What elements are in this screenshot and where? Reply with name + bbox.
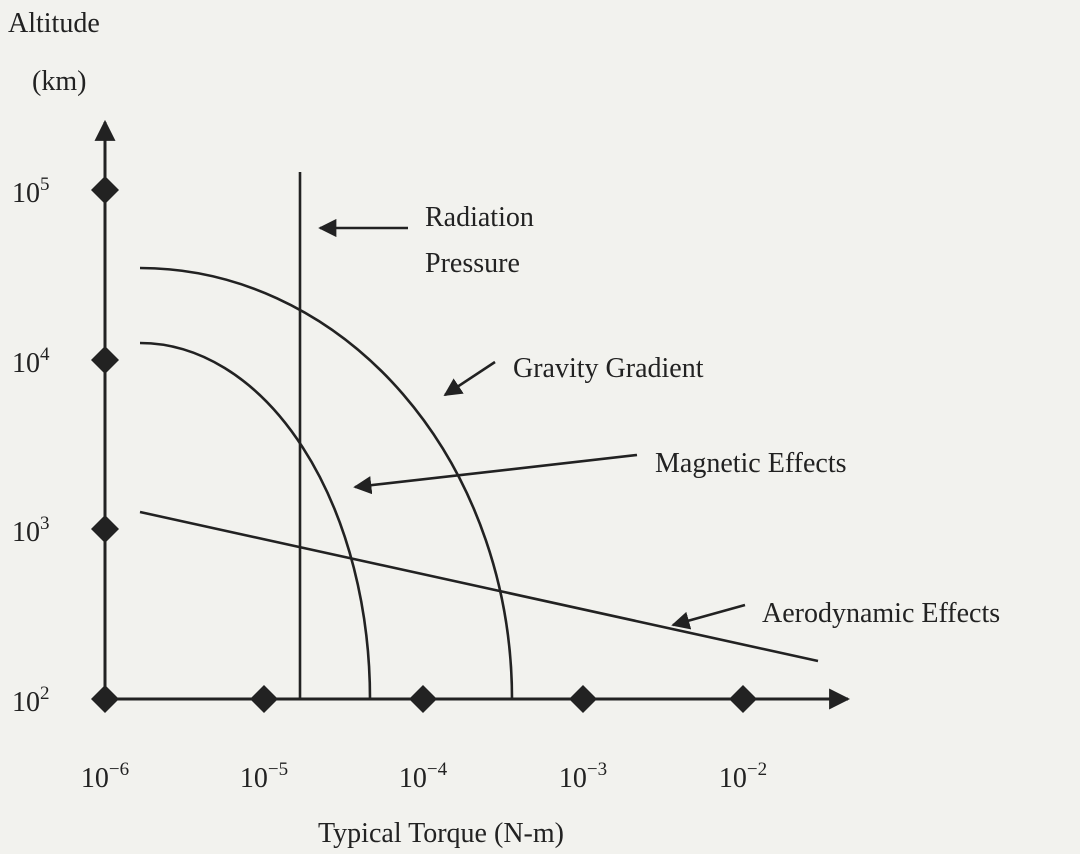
label: Gravity Gradient: [513, 353, 704, 384]
y-axis-title: Altitude: [8, 8, 100, 39]
tick-exponent: 5: [40, 174, 50, 195]
tick-label: 103: [12, 513, 50, 548]
label: Pressure: [425, 248, 520, 279]
tick-exponent: −4: [427, 759, 448, 780]
tick-exponent: 3: [40, 513, 50, 534]
tick-label: 104: [12, 344, 50, 379]
tick-base: 10: [240, 763, 268, 794]
arrow: [671, 603, 746, 630]
tick-label: 10−3: [559, 759, 607, 794]
tick-diamond: [250, 685, 278, 713]
tick-base: 10: [559, 763, 587, 794]
aerodynamic-line: [139, 510, 819, 663]
label: Radiation: [425, 202, 534, 233]
label: Aerodynamic Effects: [762, 598, 1000, 629]
tick-base: 10: [12, 687, 40, 718]
y-axis-unit: (km): [32, 66, 86, 97]
magnetic-curve: [139, 341, 372, 700]
tick-diamond: [91, 685, 119, 713]
label: Magnetic Effects: [655, 448, 847, 479]
x-axis-title: Typical Torque (N-m): [318, 818, 564, 849]
tick-base: 10: [12, 348, 40, 379]
tick-exponent: 2: [40, 683, 50, 704]
arrow: [353, 453, 638, 495]
tick-label: 10−6: [81, 759, 129, 794]
tick-exponent: −3: [587, 759, 607, 780]
tick-label: 102: [12, 683, 50, 718]
tick-exponent: −2: [747, 759, 767, 780]
tick-base: 10: [399, 763, 427, 794]
tick-base: 10: [719, 763, 747, 794]
tick-label: 10−5: [240, 759, 288, 794]
tick-base: 10: [81, 763, 109, 794]
tick-diamond: [569, 685, 597, 713]
tick-base: 10: [12, 178, 40, 209]
tick-diamond: [91, 515, 119, 543]
tick-label: 10−2: [719, 759, 767, 794]
tick-diamond: [409, 685, 437, 713]
tick-diamond: [91, 346, 119, 374]
tick-base: 10: [12, 517, 40, 548]
tick-diamond: [729, 685, 757, 713]
tick-exponent: −6: [109, 759, 129, 780]
tick-diamond: [91, 176, 119, 204]
arrow: [443, 360, 496, 397]
tick-exponent: 4: [40, 344, 50, 365]
tick-label: 105: [12, 174, 50, 209]
tick-label: 10−4: [399, 759, 448, 794]
gravity-curve: [139, 266, 514, 700]
tick-exponent: −5: [268, 759, 288, 780]
